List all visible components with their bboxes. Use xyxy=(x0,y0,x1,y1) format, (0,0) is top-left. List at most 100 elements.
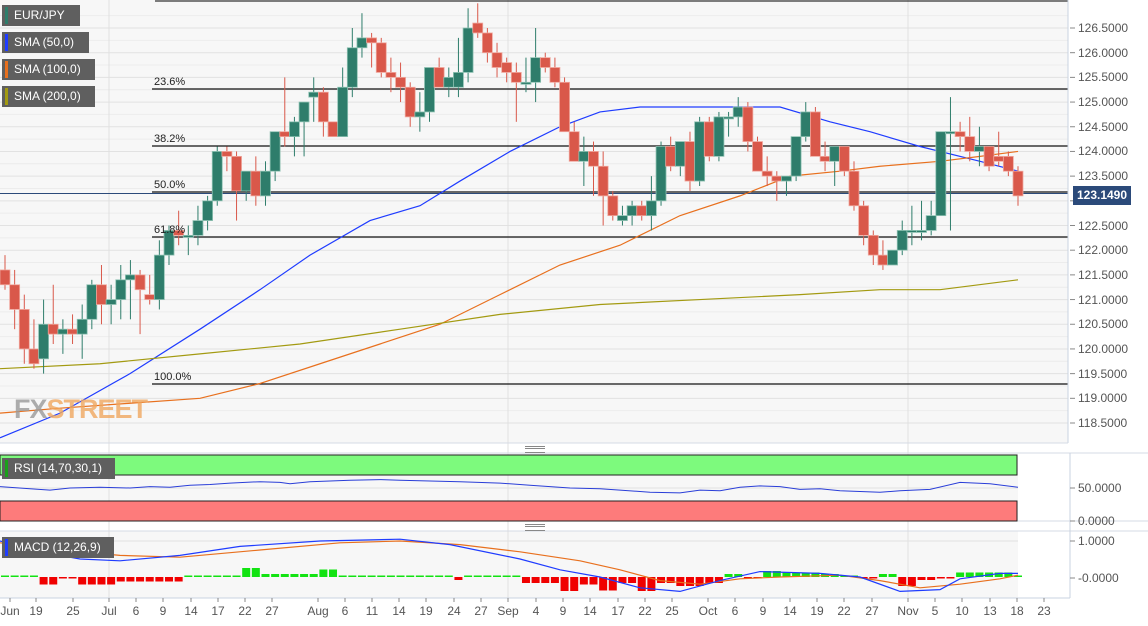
candle xyxy=(38,299,49,374)
candle xyxy=(781,175,792,196)
legend-sma200[interactable]: SMA (200,0) xyxy=(2,86,95,107)
candle xyxy=(491,42,503,78)
price-axis-tick: 123.5000 xyxy=(1078,169,1129,184)
time-axis-tick: 22 xyxy=(638,604,652,618)
candle xyxy=(424,67,435,122)
price-axis-tick: 121.0000 xyxy=(1078,292,1129,307)
time-axis-tick: 13 xyxy=(983,604,997,618)
candle xyxy=(481,28,493,63)
candle xyxy=(645,176,657,231)
candle xyxy=(404,82,416,127)
candle xyxy=(935,131,947,217)
candle xyxy=(858,200,870,246)
candle xyxy=(713,111,725,162)
price-axis-tick: 124.5000 xyxy=(1078,119,1129,134)
candle xyxy=(964,116,976,162)
candle xyxy=(0,255,11,290)
time-axis-tick: Aug xyxy=(307,604,329,618)
candle xyxy=(221,146,233,172)
candle xyxy=(173,210,185,246)
time-axis-tick: Jul xyxy=(101,604,117,618)
legend-sma50[interactable]: SMA (50,0) xyxy=(2,32,89,53)
last-price-tag: 123.1490 xyxy=(1073,186,1131,205)
candle xyxy=(761,156,773,186)
time-axis-tick: 18 xyxy=(1010,604,1024,618)
fxstreet-watermark: FXSTREET xyxy=(14,394,148,424)
candle xyxy=(703,116,715,162)
time-axis-tick: 19 xyxy=(29,604,43,618)
legend-macd[interactable]: MACD (12,26,9) xyxy=(2,537,114,558)
candle xyxy=(9,269,21,330)
legend-eurjpy[interactable]: EUR/JPY xyxy=(2,5,80,26)
candle xyxy=(18,294,30,364)
macd-axis-tick: 1.0000 xyxy=(1078,534,1115,548)
candle xyxy=(752,136,763,172)
legend-swatch xyxy=(5,460,8,477)
candle xyxy=(96,265,107,325)
pane-resize-handle[interactable] xyxy=(525,446,545,453)
price-axis-tick: 126.5000 xyxy=(1078,21,1129,35)
time-axis-tick: 23 xyxy=(1037,604,1051,618)
time-axis-tick: Jun xyxy=(0,604,20,618)
legend-swatch xyxy=(5,7,8,24)
price-axis-tick: 126.0000 xyxy=(1078,45,1129,60)
candle xyxy=(520,57,532,93)
time-axis-tick: 5 xyxy=(931,604,939,618)
time-axis-tick: Nov xyxy=(897,604,919,618)
candle xyxy=(539,52,551,73)
price-axis-tick: 122.5000 xyxy=(1078,218,1129,233)
legend-swatch xyxy=(5,539,8,556)
price-axis-tick: 120.5000 xyxy=(1078,317,1129,332)
candle xyxy=(134,269,146,335)
candle xyxy=(887,249,898,266)
candle xyxy=(462,8,474,83)
candle xyxy=(192,205,204,246)
price-axis-tick: 121.5000 xyxy=(1078,267,1129,282)
legend-label: SMA (100,0) xyxy=(14,62,81,76)
candle xyxy=(366,32,378,68)
time-axis-tick: 19 xyxy=(419,604,433,618)
candle xyxy=(472,3,484,38)
candle xyxy=(76,304,88,359)
candle xyxy=(510,62,522,122)
candle xyxy=(395,62,406,103)
time-axis-tick: 17 xyxy=(611,604,625,618)
price-axis-tick: 120.0000 xyxy=(1078,341,1129,356)
candle xyxy=(925,200,937,236)
candle xyxy=(1002,151,1014,177)
candle xyxy=(530,28,542,103)
candle xyxy=(655,141,667,206)
candle xyxy=(742,102,754,152)
legend-label: EUR/JPY xyxy=(14,8,65,22)
time-axis-tick: 27 xyxy=(474,604,488,618)
candle xyxy=(182,225,194,256)
price-axis-tick: 119.0000 xyxy=(1078,391,1128,406)
candle xyxy=(501,57,513,83)
time-axis-tick: Oct xyxy=(698,604,718,618)
candle xyxy=(289,116,300,157)
legend-sma100[interactable]: SMA (100,0) xyxy=(2,59,95,80)
time-axis-tick: 27 xyxy=(265,604,279,618)
candle xyxy=(694,116,706,186)
price-axis-tick: 122.0000 xyxy=(1078,243,1129,258)
time-axis-tick: 14 xyxy=(783,604,797,618)
fib-label: 38.2% xyxy=(154,133,186,145)
candle xyxy=(260,161,271,206)
candle xyxy=(810,107,821,157)
fib-label: 61.8% xyxy=(154,224,186,236)
candle xyxy=(848,161,860,211)
time-axis-tick: 17 xyxy=(211,604,225,618)
pane-resize-handle[interactable] xyxy=(525,524,545,531)
legend-rsi[interactable]: RSI (14,70,30,1) xyxy=(2,458,115,479)
candle xyxy=(375,37,387,78)
candle xyxy=(790,136,802,182)
candle xyxy=(607,190,619,221)
rsi-axis-tick: 50.0000 xyxy=(1078,481,1122,495)
macd-axis-tick: -0.0000 xyxy=(1078,571,1119,585)
candle xyxy=(269,131,281,182)
candle xyxy=(549,57,561,88)
time-axis-tick: 27 xyxy=(865,604,879,618)
time-axis-tick: 25 xyxy=(665,604,679,618)
time-axis-tick: 9 xyxy=(559,604,567,618)
